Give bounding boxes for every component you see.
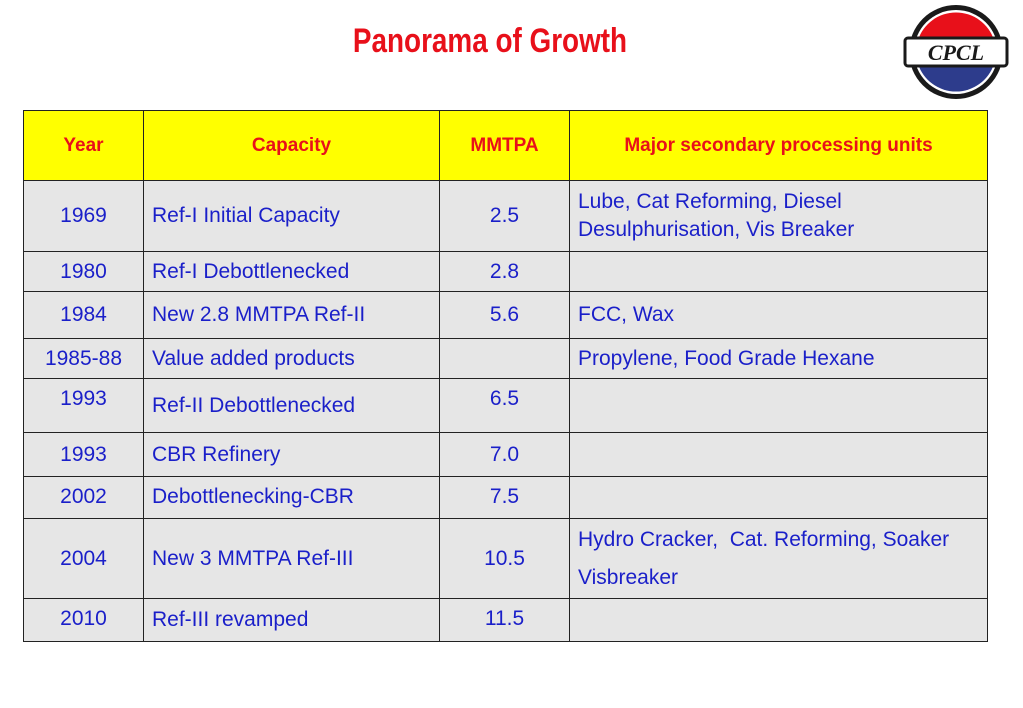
page-title: Panorama of Growth	[352, 22, 628, 60]
cell-year: 2004	[23, 518, 144, 599]
cell-capacity: CBR Refinery	[143, 432, 440, 477]
cell-mmtpa: 2.8	[439, 251, 570, 292]
cell-capacity: Value added products	[143, 338, 440, 379]
header-row: Year Capacity MMTPA Major secondary proc…	[23, 110, 988, 181]
table-row: 1969 Ref-I Initial Capacity 2.5 Lube, Ca…	[23, 180, 988, 252]
logo-text: CPCL	[928, 40, 984, 65]
header-year: Year	[23, 110, 144, 181]
table-row: 2010 Ref-III revamped 11.5	[23, 598, 988, 642]
cell-units: FCC, Wax	[569, 291, 988, 339]
table-row: 2004 New 3 MMTPA Ref-III 10.5 Hydro Crac…	[23, 518, 988, 599]
cell-year: 1984	[23, 291, 144, 339]
cell-capacity: Ref-III revamped	[143, 598, 440, 642]
cell-mmtpa: 7.5	[439, 476, 570, 519]
cell-mmtpa: 11.5	[439, 598, 570, 642]
table-row: 1993 Ref-II Debottlenecked 6.5	[23, 378, 988, 433]
cell-year: 1985-88	[23, 338, 144, 379]
cell-capacity: Ref-I Initial Capacity	[143, 180, 440, 252]
cell-mmtpa: 5.6	[439, 291, 570, 339]
table-row: 1984 New 2.8 MMTPA Ref-II 5.6 FCC, Wax	[23, 291, 988, 339]
header-mmtpa: MMTPA	[439, 110, 570, 181]
cell-units: Hydro Cracker, Cat. Reforming, Soaker Vi…	[569, 518, 988, 599]
cpcl-logo: CPCL	[900, 2, 1012, 102]
cell-year: 1969	[23, 180, 144, 252]
cell-units	[569, 251, 988, 292]
cell-mmtpa: 6.5	[439, 378, 570, 433]
table-row: 1985-88 Value added products Propylene, …	[23, 338, 988, 379]
cell-units	[569, 432, 988, 477]
header-capacity: Capacity	[143, 110, 440, 181]
cell-mmtpa: 2.5	[439, 180, 570, 252]
cell-mmtpa	[439, 338, 570, 379]
header-units: Major secondary processing units	[569, 110, 988, 181]
table-row: 1993 CBR Refinery 7.0	[23, 432, 988, 477]
cell-year: 1980	[23, 251, 144, 292]
cell-mmtpa: 7.0	[439, 432, 570, 477]
cell-year: 1993	[23, 378, 144, 433]
cell-mmtpa: 10.5	[439, 518, 570, 599]
cell-units	[569, 598, 988, 642]
cell-capacity: New 3 MMTPA Ref-III	[143, 518, 440, 599]
cell-capacity: New 2.8 MMTPA Ref-II	[143, 291, 440, 339]
growth-table: Year Capacity MMTPA Major secondary proc…	[23, 110, 988, 642]
cell-capacity: Debottlenecking-CBR	[143, 476, 440, 519]
cell-year: 2010	[23, 598, 144, 642]
table-row: 1980 Ref-I Debottlenecked 2.8	[23, 251, 988, 292]
cell-capacity: Ref-II Debottlenecked	[143, 378, 440, 433]
cell-year: 1993	[23, 432, 144, 477]
cell-year: 2002	[23, 476, 144, 519]
cell-capacity: Ref-I Debottlenecked	[143, 251, 440, 292]
cell-units: Propylene, Food Grade Hexane	[569, 338, 988, 379]
cell-units	[569, 378, 988, 433]
cell-units	[569, 476, 988, 519]
cell-units: Lube, Cat Reforming, Diesel Desulphurisa…	[569, 180, 988, 252]
table-row: 2002 Debottlenecking-CBR 7.5	[23, 476, 988, 519]
